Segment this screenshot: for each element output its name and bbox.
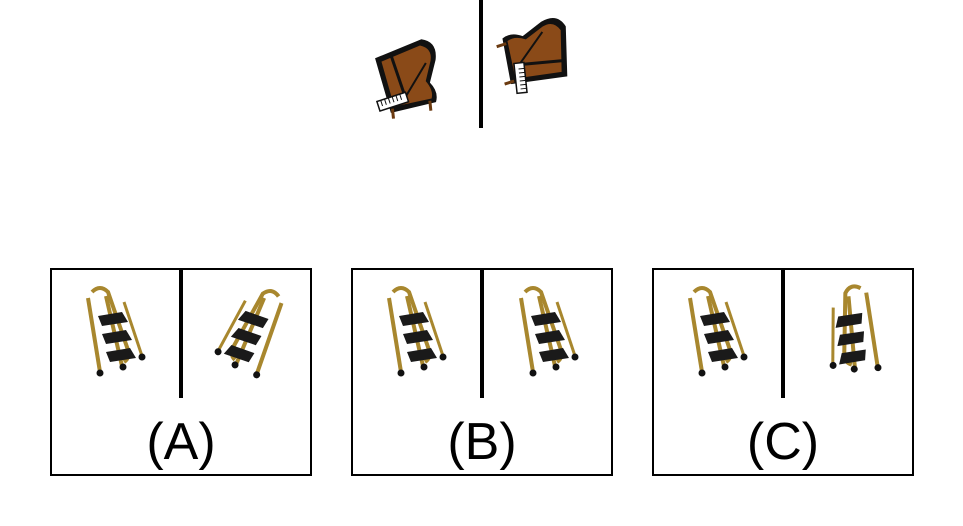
step-ladder-icon xyxy=(74,282,154,382)
grand-piano-icon xyxy=(362,25,452,125)
option-c[interactable]: (C) xyxy=(652,268,914,476)
option-label: (C) xyxy=(654,416,912,468)
step-ladder-transformed-icon xyxy=(812,278,892,388)
option-label: (A) xyxy=(52,416,310,468)
option-label: (B) xyxy=(353,416,611,468)
option-b[interactable]: (B) xyxy=(351,268,613,476)
step-ladder-transformed-icon xyxy=(210,282,290,382)
step-ladder-icon xyxy=(676,282,756,382)
option-divider xyxy=(781,270,785,398)
step-ladder-transformed-icon xyxy=(507,282,587,382)
grand-piano-rotated-icon xyxy=(494,4,584,104)
step-ladder-icon xyxy=(375,282,455,382)
option-divider xyxy=(179,270,183,398)
example-divider xyxy=(479,0,483,128)
option-a[interactable]: (A) xyxy=(50,268,312,476)
option-divider xyxy=(480,270,484,398)
